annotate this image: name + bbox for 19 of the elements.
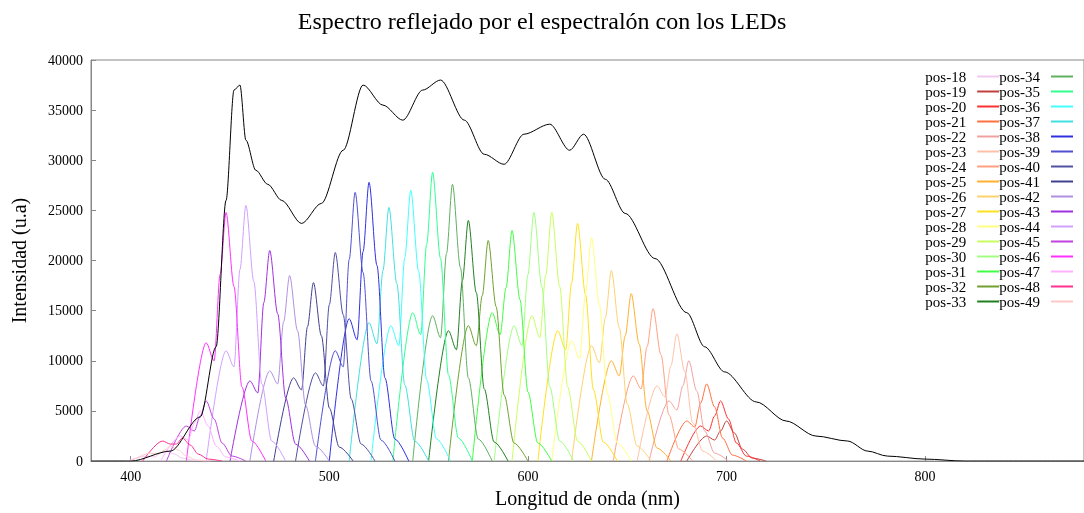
y-tick-label: 25000 (48, 202, 83, 218)
x-tick-label: 400 (120, 468, 142, 484)
y-tick-label: 5000 (55, 403, 83, 419)
y-tick-label: 15000 (48, 303, 83, 319)
y-tick-label: 40000 (48, 52, 83, 68)
legend-label: pos-34 (999, 68, 1041, 85)
x-tick-label: 500 (318, 468, 340, 484)
y-tick-label: 0 (76, 453, 83, 469)
legend-label: pos-18 (925, 68, 967, 85)
chart-title: Espectro reflejado por el espectralón con los LEDs (297, 8, 787, 34)
x-tick-label: 800 (914, 468, 936, 484)
x-axis-title: Longitud de onda (nm) (495, 487, 680, 510)
y-axis-title: Intensidad (u.a) (8, 197, 31, 324)
x-tick-label: 600 (517, 468, 539, 484)
x-tick-label: 700 (716, 468, 738, 484)
y-tick-label: 35000 (48, 102, 83, 118)
y-tick-label: 10000 (48, 353, 83, 369)
y-tick-label: 20000 (48, 253, 83, 269)
y-tick-label: 30000 (48, 152, 83, 168)
